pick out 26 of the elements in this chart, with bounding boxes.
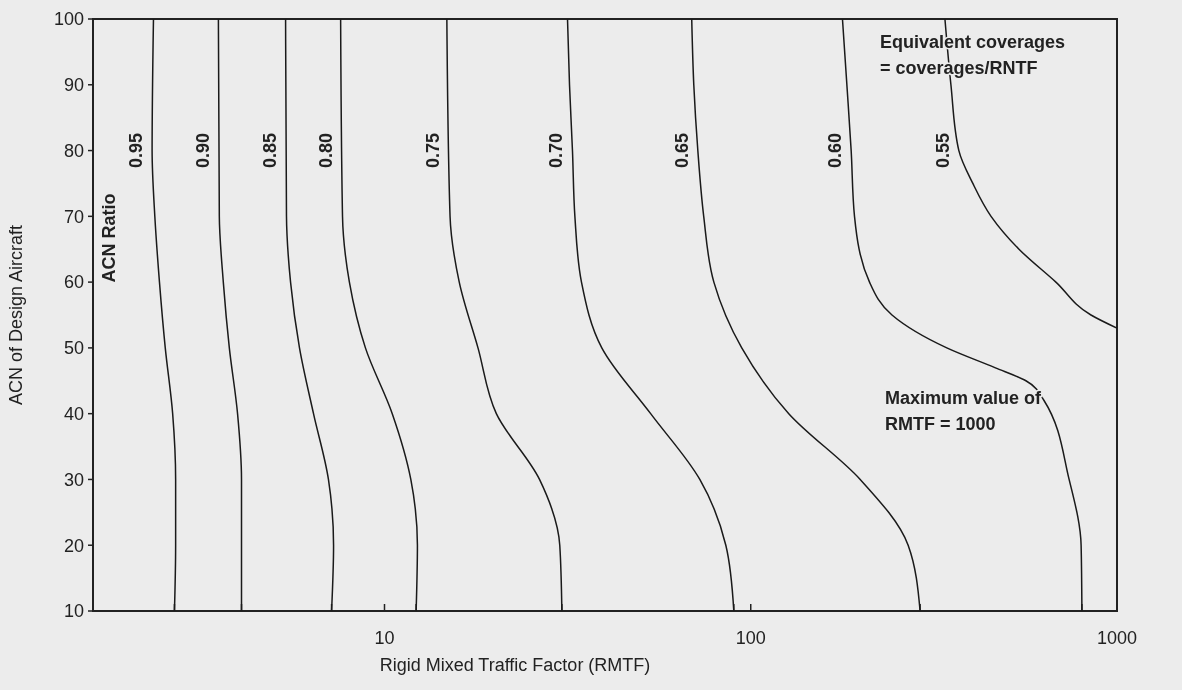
text: 0.75	[422, 132, 443, 168]
x-tick-label: 10	[374, 628, 395, 648]
y-tick-label: 30	[63, 469, 84, 490]
legend-title: ACN Ratio	[99, 193, 120, 283]
y-axis-title: ACN of Design Aircraft	[6, 224, 26, 406]
y-tick-label: 20	[63, 535, 84, 556]
text: 0.95	[126, 132, 147, 168]
x-axis-title: Rigid Mixed Traffic Factor (RMTF)	[379, 655, 651, 675]
y-tick-label: 80	[63, 140, 84, 161]
y-tick-label: 90	[63, 75, 84, 96]
annotation: Maximum value of RMTF = 1000	[885, 388, 1043, 434]
text: 0.55	[932, 132, 953, 168]
x-tick-label: 100	[735, 628, 766, 648]
y-tick-label: 70	[63, 206, 84, 227]
y-tick-label: 100	[53, 9, 84, 30]
y-tick-label: 50	[63, 338, 84, 359]
text: 0.85	[260, 132, 281, 168]
y-tick-label: 60	[63, 272, 84, 293]
x-tick-label: 1000	[1096, 628, 1138, 648]
text: 0.60	[825, 132, 846, 168]
text: 0.80	[315, 132, 336, 168]
text: 0.90	[193, 132, 214, 168]
y-tick-label: 40	[63, 403, 84, 424]
text: 0.65	[671, 132, 692, 168]
text: 0.70	[546, 132, 567, 168]
y-tick-label: 10	[63, 601, 84, 622]
